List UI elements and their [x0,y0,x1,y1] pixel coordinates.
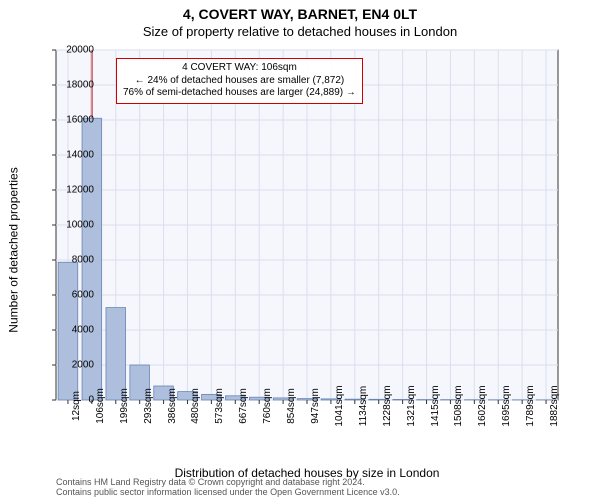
x-tick-label: 1789sqm [525,385,536,426]
x-tick-label: 386sqm [167,388,178,424]
x-tick-label: 1415sqm [430,385,441,426]
y-tick-label: 14000 [54,150,94,161]
x-tick-label: 854sqm [286,388,297,424]
page-subtitle: Size of property relative to detached ho… [0,22,600,39]
x-tick-label: 947sqm [310,388,321,424]
x-tick-label: 1228sqm [382,385,393,426]
x-tick-label: 1602sqm [477,385,488,426]
chart-area: 4 COVERT WAY: 106sqm ← 24% of detached h… [56,50,558,400]
x-tick-label: 1508sqm [453,385,464,426]
page-title-address: 4, COVERT WAY, BARNET, EN4 0LT [0,0,600,22]
y-axis-label: Number of detached properties [6,0,22,500]
x-tick-label: 573sqm [214,388,225,424]
y-tick-label: 10000 [54,220,94,231]
x-tick-label: 760sqm [262,388,273,424]
y-tick-label: 2000 [54,360,94,371]
y-tick-label: 16000 [54,115,94,126]
x-tick-label: 12sqm [71,391,82,421]
x-tick-label: 1041sqm [334,385,345,426]
x-tick-label: 667sqm [238,388,249,424]
y-tick-label: 20000 [54,45,94,56]
y-tick-label: 4000 [54,325,94,336]
x-tick-label: 199sqm [119,388,130,424]
x-tick-label: 1321sqm [406,385,417,426]
x-tick-label: 1134sqm [358,386,369,426]
x-tick-label: 1882sqm [549,385,560,426]
footer-line2: Contains public sector information licen… [56,488,400,498]
y-tick-label: 18000 [54,80,94,91]
callout-line3: 76% of semi-detached houses are larger (… [123,87,356,100]
x-tick-label: 480sqm [190,388,201,424]
attribution-footer: Contains HM Land Registry data © Crown c… [56,478,400,498]
callout-line1: 4 COVERT WAY: 106sqm [123,62,356,75]
highlight-callout: 4 COVERT WAY: 106sqm ← 24% of detached h… [116,58,363,104]
callout-line2: ← 24% of detached houses are smaller (7,… [123,75,356,88]
y-tick-label: 8000 [54,255,94,266]
x-tick-label: 106sqm [95,388,106,424]
y-tick-label: 12000 [54,185,94,196]
x-tick-label: 1695sqm [501,385,512,426]
x-tick-label: 293sqm [143,388,154,424]
y-tick-label: 6000 [54,290,94,301]
